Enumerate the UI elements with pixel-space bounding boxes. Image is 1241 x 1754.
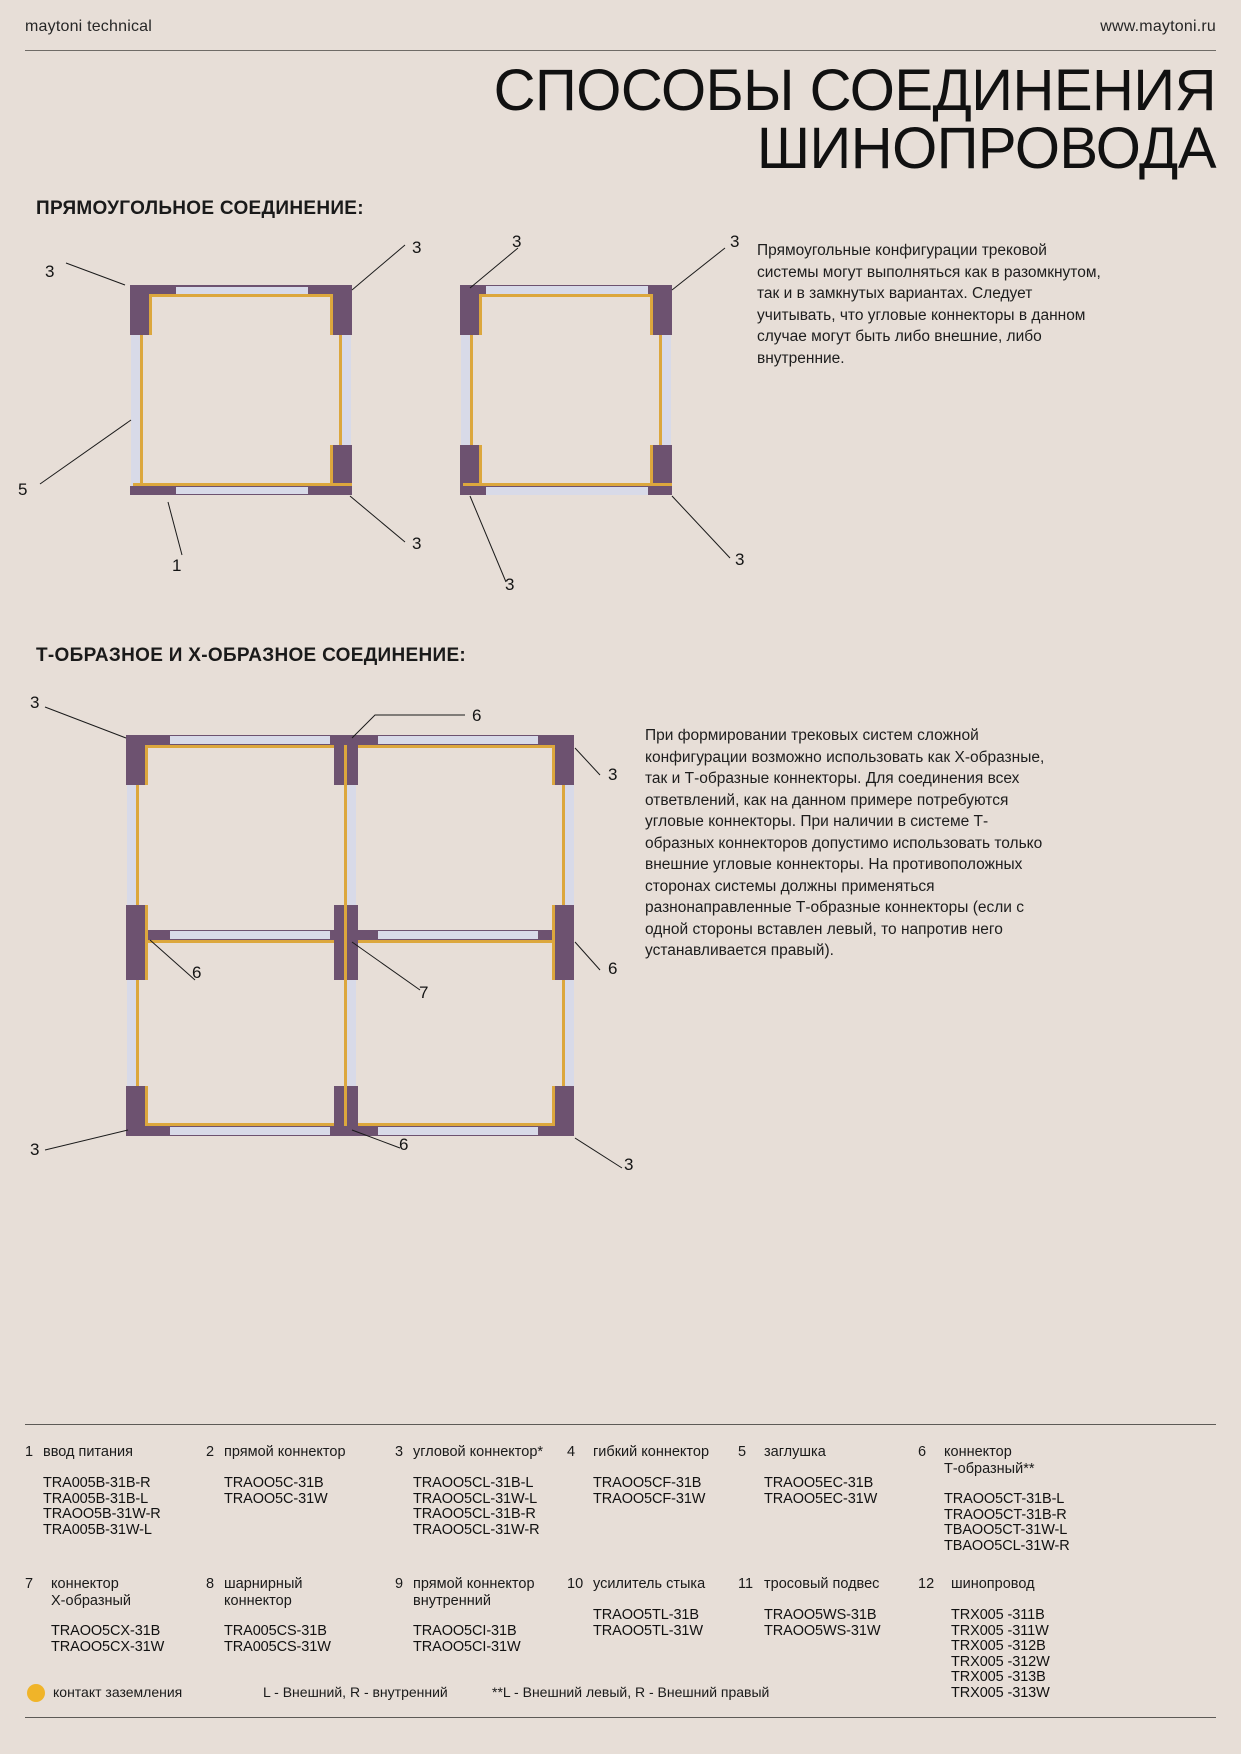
legend-item-codes: TRAOO5WS-31B TRAOO5WS-31W — [764, 1607, 881, 1639]
legend-item-number: 12 — [918, 1576, 935, 1592]
legend-item-codes: TRX005 -311B TRX005 -311W TRX005 -312B T… — [951, 1607, 1050, 1701]
legend-top-divider — [25, 1424, 1216, 1425]
header-divider — [25, 50, 1216, 51]
legend-item-title: угловой коннектор* — [413, 1444, 544, 1460]
legend-item-codes: TRAOO5C-31B TRAOO5C-31W — [224, 1475, 328, 1507]
legend-item-title: шарнирный коннектор — [224, 1576, 303, 1609]
legend-item-number: 3 — [395, 1444, 404, 1460]
callout-label: 3 — [412, 534, 422, 553]
legend-item-4: 4 гибкий коннектор TRAOO5CF-31B TRAOO5CF… — [567, 1444, 757, 1554]
legend-item-7: 7 коннектор Х-образный TRAOO5CX-31B TRAO… — [25, 1576, 215, 1676]
legend-item-codes: TRAOO5CF-31B TRAOO5CF-31W — [593, 1475, 706, 1507]
footnote-lr: L - Внешний, R - внутренний — [263, 1684, 448, 1700]
legend-item-3: 3 угловой коннектор* TRAOO5CL-31B-L TRAO… — [395, 1444, 585, 1554]
website-url: www.maytoni.ru — [1100, 18, 1216, 35]
legend-item-title: тросовый подвес — [764, 1576, 880, 1592]
ground-contact-icon — [27, 1684, 45, 1702]
callout-label: 6 — [192, 963, 202, 982]
legend-item-codes: TRAOO5CL-31B-L TRAOO5CL-31W-L TRAOO5CL-3… — [413, 1475, 540, 1538]
legend-item-12: 12 шинопровод TRX005 -311B TRX005 -311W … — [918, 1576, 1148, 1700]
legend-item-number: 2 — [206, 1444, 215, 1460]
legend-item-number: 5 — [738, 1444, 747, 1460]
callout-label: 3 — [512, 232, 522, 251]
callout-label: 3 — [735, 550, 745, 569]
diagram-t-and-x — [0, 690, 680, 1200]
page-title: СПОСОБЫ СОЕДИНЕНИЯ ШИНОПРОВОДА — [493, 58, 1217, 181]
legend-item-codes: TRAOO5EC-31B TRAOO5EC-31W — [764, 1475, 878, 1507]
footnote-ground: контакт заземления — [53, 1684, 183, 1700]
callout-label: 6 — [399, 1135, 409, 1154]
legend-item-title: гибкий коннектор — [593, 1444, 710, 1460]
legend-item-codes: TRAOO5CI-31B TRAOO5CI-31W — [413, 1623, 521, 1655]
diagram-rectangular-open — [0, 190, 460, 610]
section-heading-t-and-x: Т-ОБРАЗНОЕ И Х-ОБРАЗНОЕ СОЕДИНЕНИЕ: — [36, 645, 467, 666]
callout-label: 7 — [419, 983, 429, 1002]
legend-item-title: шинопровод — [951, 1576, 1035, 1592]
callout-label: 3 — [505, 575, 515, 594]
callout-label: 3 — [30, 1140, 40, 1159]
legend-item-number: 1 — [25, 1444, 34, 1460]
legend-item-number: 11 — [738, 1576, 754, 1592]
legend-item-codes: TRA005B-31B-R TRA005B-31B-L TRAOO5B-31W-… — [43, 1475, 161, 1538]
legend-item-title: прямой коннектор внутренний — [413, 1576, 535, 1609]
legend-item-10: 10 усилитель стыка TRAOO5TL-31B TRAOO5TL… — [567, 1576, 757, 1676]
legend-item-title: прямой коннектор — [224, 1444, 346, 1460]
callout-label: 5 — [18, 480, 28, 499]
legend-item-number: 9 — [395, 1576, 404, 1592]
legend-item-title: ввод питания — [43, 1444, 133, 1460]
legend-item-title: коннектор Т-образный** — [944, 1444, 1035, 1477]
legend-item-number: 10 — [567, 1576, 584, 1592]
brand-label: maytoni technical — [25, 18, 153, 35]
legend-item-9: 9 прямой коннектор внутренний TRAOO5CI-3… — [395, 1576, 585, 1676]
legend-item-codes: TRAOO5CX-31B TRAOO5CX-31W — [51, 1623, 165, 1655]
callout-label: 3 — [730, 232, 740, 251]
footnote-lr-double: **L - Внешний левый, R - Внешний правый — [492, 1684, 770, 1700]
section-text-rectangular: Прямоугольные конфигурации трековой сист… — [757, 242, 1101, 367]
callout-label: 6 — [608, 959, 618, 978]
legend-footnotes: контакт заземления L - Внешний, R - внут… — [25, 1682, 1216, 1706]
callout-label: 3 — [30, 693, 40, 712]
callout-label: 3 — [624, 1155, 634, 1174]
legend-bottom-divider — [25, 1717, 1216, 1718]
callout-label: 3 — [412, 238, 422, 257]
legend-item-number: 8 — [206, 1576, 215, 1592]
legend-item-11: 11 тросовый подвес TRAOO5WS-31B TRAOO5WS… — [738, 1576, 918, 1676]
legend-item-title: заглушка — [764, 1444, 826, 1460]
legend-item-title: коннектор Х-образный — [51, 1576, 132, 1609]
legend-item-codes: TRA005CS-31B TRA005CS-31W — [224, 1623, 331, 1655]
legend-item-number: 6 — [918, 1444, 927, 1460]
legend-item-title: усилитель стыка — [593, 1576, 706, 1592]
legend-item-5: 5 заглушка TRAOO5EC-31B TRAOO5EC-31W — [738, 1444, 918, 1554]
section-heading-rectangular: ПРЯМОУГОЛЬНОЕ СОЕДИНЕНИЕ: — [36, 198, 364, 219]
callout-label: 1 — [172, 556, 182, 575]
callout-label: 6 — [472, 706, 482, 725]
callout-label: 3 — [608, 765, 618, 784]
legend-item-1: 1 ввод питания TRA005B-31B-R TRA005B-31B… — [25, 1444, 215, 1554]
legend-item-number: 7 — [25, 1576, 34, 1592]
diagram-rectangular-closed — [440, 190, 770, 610]
page-header: maytoni technical www.maytoni.ru — [25, 18, 1216, 54]
callout-label: 3 — [45, 262, 55, 281]
section-text-t-and-x: При формировании трековых систем сложной… — [645, 727, 1045, 959]
legend-item-number: 4 — [567, 1444, 576, 1460]
legend-item-6: 6 коннектор Т-образный** TRAOO5CT-31B-L … — [918, 1444, 1148, 1554]
legend-item-2: 2 прямой коннектор TRAOO5C-31B TRAOO5C-3… — [206, 1444, 396, 1554]
legend-item-8: 8 шарнирный коннектор TRA005CS-31B TRA00… — [206, 1576, 396, 1676]
legend-item-codes: TRAOO5TL-31B TRAOO5TL-31W — [593, 1607, 703, 1639]
legend-item-codes: TRAOO5CT-31B-L TRAOO5CT-31B-R TBAOO5CT-3… — [944, 1491, 1070, 1554]
